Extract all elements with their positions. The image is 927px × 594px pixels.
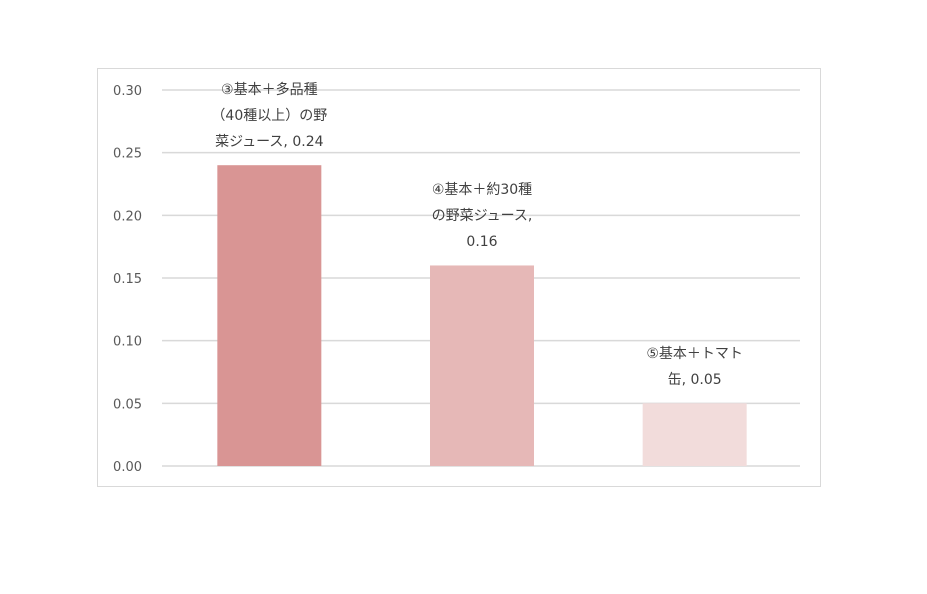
data-label-line: ④基本＋約30種: [431, 182, 533, 199]
data-label-line: 菜ジュース, 0.24: [215, 134, 324, 151]
y-tick-label: 0.20: [113, 209, 142, 224]
data-label-line: （40種以上）の野: [211, 108, 328, 125]
data-label: ③基本＋多品種 （40種以上）の野 菜ジュース, 0.24: [211, 77, 327, 155]
y-tick-label: 0.15: [113, 272, 142, 287]
data-label-line: ③基本＋多品種: [221, 82, 318, 99]
y-tick-label: 0.30: [113, 84, 142, 99]
data-label: ④基本＋約30種 の野菜ジュース, 0.16: [432, 177, 533, 255]
data-label-line: ⑤基本＋トマト: [646, 346, 743, 363]
data-label-line: 0.16: [466, 234, 498, 251]
chart-frame: [97, 68, 821, 487]
bar: [430, 265, 534, 466]
bar: [217, 165, 322, 466]
y-tick-label: 0.25: [113, 147, 142, 162]
y-tick-label: 0.10: [113, 335, 142, 350]
bar: [642, 403, 747, 466]
data-label-line: 缶, 0.05: [667, 372, 722, 389]
y-tick-label: 0.00: [113, 460, 142, 475]
data-label: ⑤基本＋トマト 缶, 0.05: [646, 341, 743, 393]
y-tick-label: 0.05: [113, 397, 142, 412]
data-label-line: の野菜ジュース,: [431, 208, 533, 225]
